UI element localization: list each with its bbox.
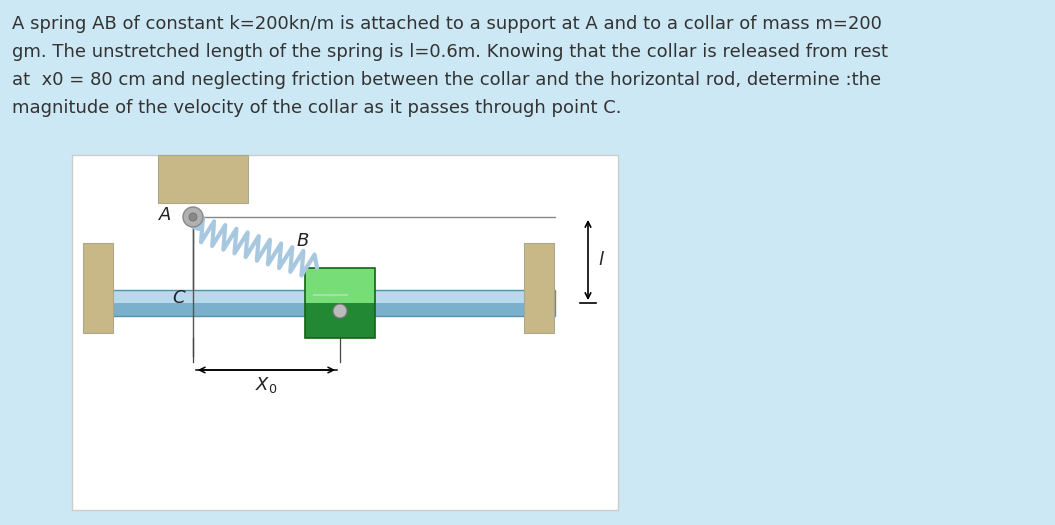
Text: gm. The unstretched length of the spring is l=0.6m. Knowing that the collar is r: gm. The unstretched length of the spring… [12, 43, 888, 61]
Text: A spring AB of constant k=200kn/m is attached to a support at A and to a collar : A spring AB of constant k=200kn/m is att… [12, 15, 882, 33]
Text: at  x0 = 80 cm and neglecting friction between the collar and the horizontal rod: at x0 = 80 cm and neglecting friction be… [12, 71, 881, 89]
Bar [95, 303, 555, 316]
Bar [524, 243, 554, 333]
Circle shape [333, 304, 347, 318]
Bar [158, 155, 248, 203]
Text: magnitude of the velocity of the collar as it passes through point C.: magnitude of the velocity of the collar … [12, 99, 621, 117]
Text: B: B [298, 232, 309, 250]
Bar [95, 290, 555, 316]
Bar [305, 268, 375, 338]
Bar [72, 155, 618, 510]
Circle shape [183, 207, 203, 227]
Bar [305, 303, 375, 338]
Text: A: A [158, 206, 171, 224]
Text: $X_0$: $X_0$ [255, 375, 277, 395]
Bar [305, 268, 375, 303]
Bar [83, 243, 113, 333]
Bar [95, 290, 555, 303]
Circle shape [189, 213, 197, 221]
Text: $l$: $l$ [598, 251, 605, 269]
Text: C: C [172, 289, 185, 307]
